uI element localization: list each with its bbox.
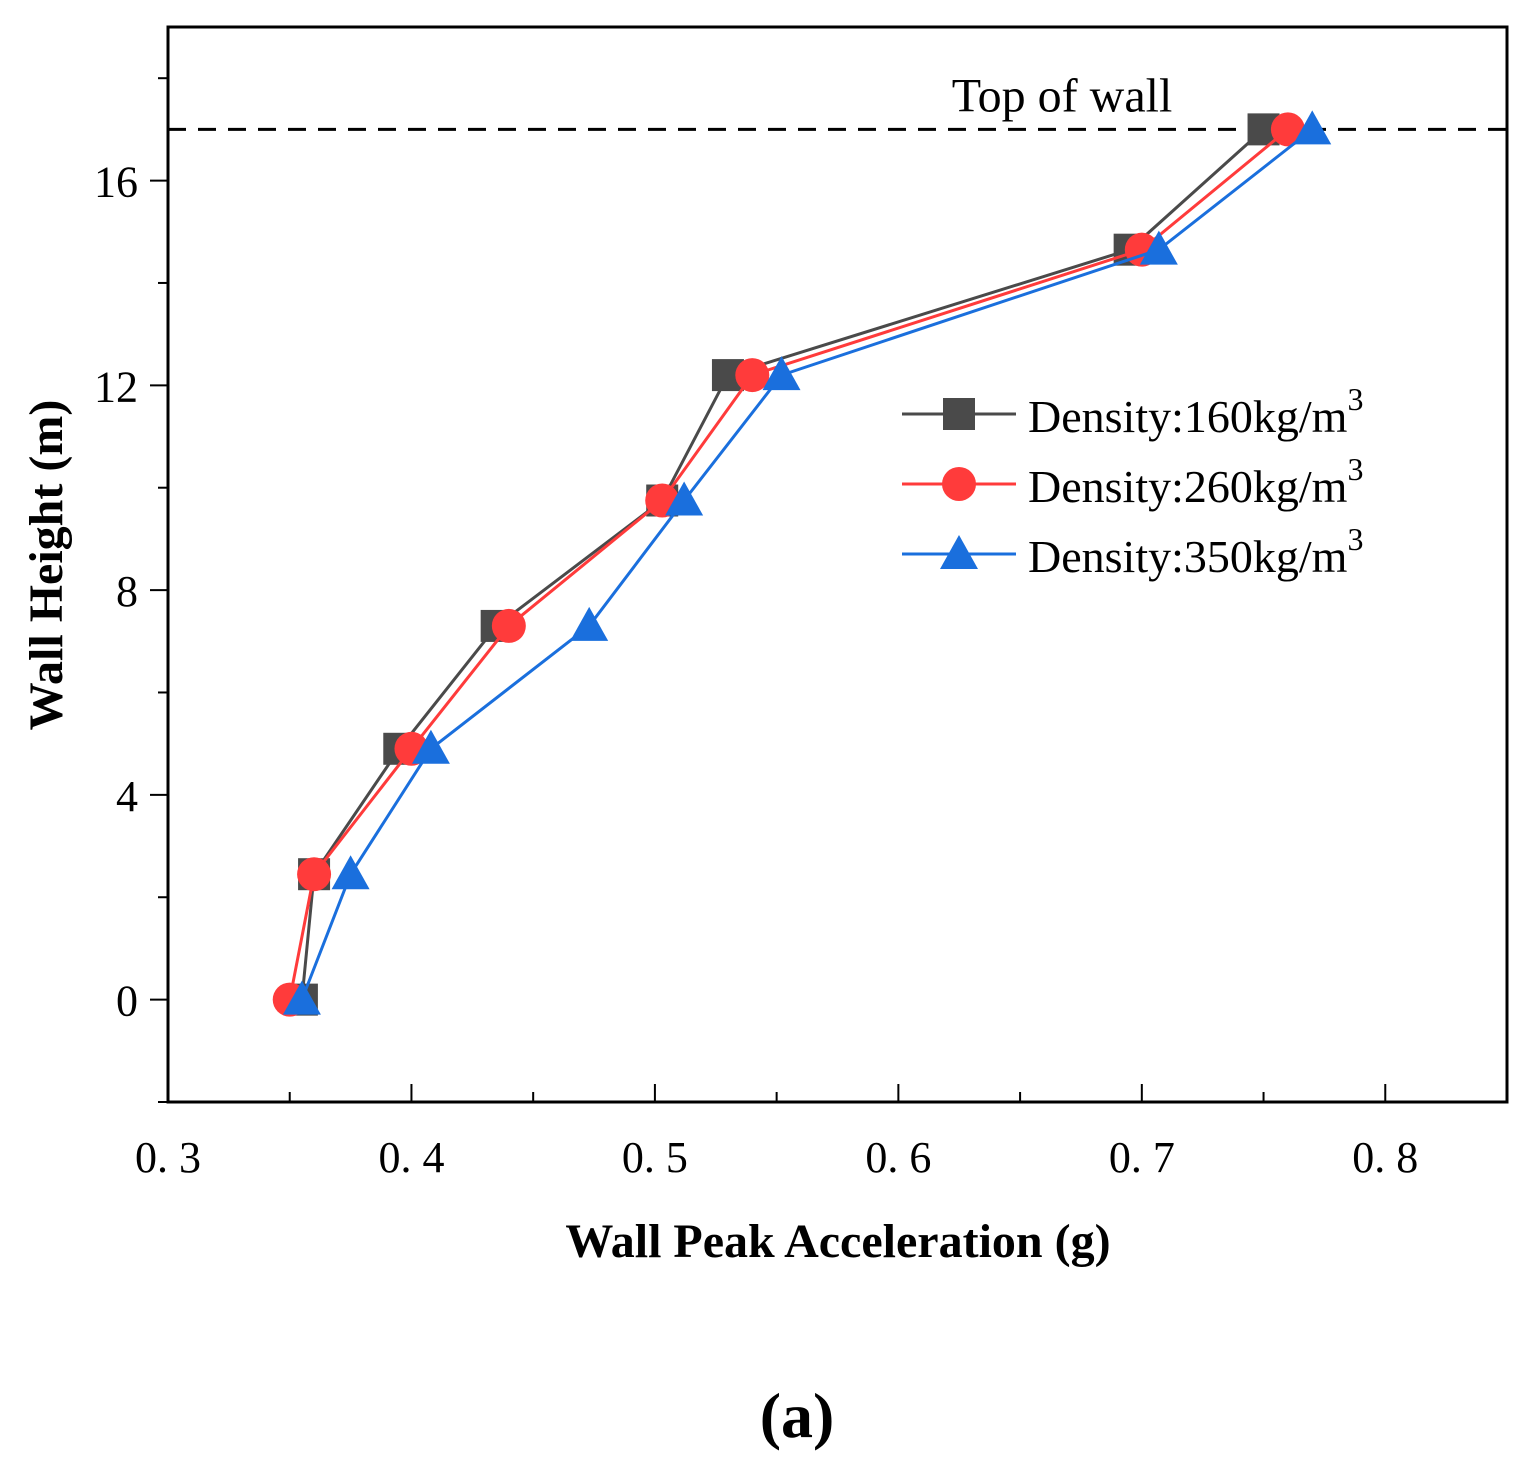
axes-layer: 0. 3 0. 4 0. 5 0. 6 0. 7 0. 8 0 4 8 12 16 [94,25,1509,1182]
data-point [1270,112,1305,147]
data-point [1293,110,1332,145]
series-layer [272,110,1332,1017]
data-point [735,358,770,393]
legend-label: Density:350kg/m3 [1028,521,1363,582]
y-tick-label: 8 [116,567,138,616]
y-tick-label: 4 [116,772,138,821]
x-tick-label: 0. 7 [1109,1133,1175,1182]
data-point [411,729,450,764]
legend-marker [943,398,975,430]
legend: Density:160kg/m3 Density:260kg/m3 Density:… [902,381,1363,582]
data-point [331,855,370,890]
top-of-wall-label: Top of wall [952,69,1173,122]
data-point [491,608,526,643]
legend-marker [940,535,978,569]
data-point [1139,230,1178,265]
legend-label-superscript: 3 [1347,381,1363,417]
legend-marker [942,467,976,501]
data-point [297,857,332,892]
legend-label-superscript: 3 [1347,451,1363,487]
series-line [288,128,1289,1000]
figure-caption: (a) [760,1380,835,1451]
data-point [570,606,609,641]
y-tick-label: 12 [94,362,138,411]
x-tick-label: 0. 5 [622,1133,688,1182]
x-tick-label: 0. 6 [865,1133,931,1182]
x-axis-title: Wall Peak Acceleration (g) [565,1215,1110,1268]
y-tick-label: 16 [94,158,138,207]
legend-item: Density:260kg/m3 [902,451,1363,512]
x-tick-label: 0. 8 [1352,1133,1418,1182]
x-tick-label: 0. 4 [378,1133,444,1182]
y-tick-label: 0 [116,977,138,1026]
data-point [762,356,801,391]
legend-label: Density:160kg/m3 [1028,381,1363,442]
data-point [282,980,321,1015]
series-line [300,128,1265,1000]
legend-item: Density:350kg/m3 [902,521,1363,582]
x-tick-label: 0. 3 [135,1133,201,1182]
reference-layer: Top of wall [168,69,1507,131]
y-axis-title: Wall Height (m) [20,400,73,731]
legend-label-superscript: 3 [1347,521,1363,557]
series-3 [282,110,1332,1015]
legend-label: Density:260kg/m3 [1028,451,1363,512]
series-line [300,128,1314,1001]
plot-frame [166,25,1509,1104]
legend-item: Density:160kg/m3 [902,381,1363,442]
data-point [665,481,704,516]
